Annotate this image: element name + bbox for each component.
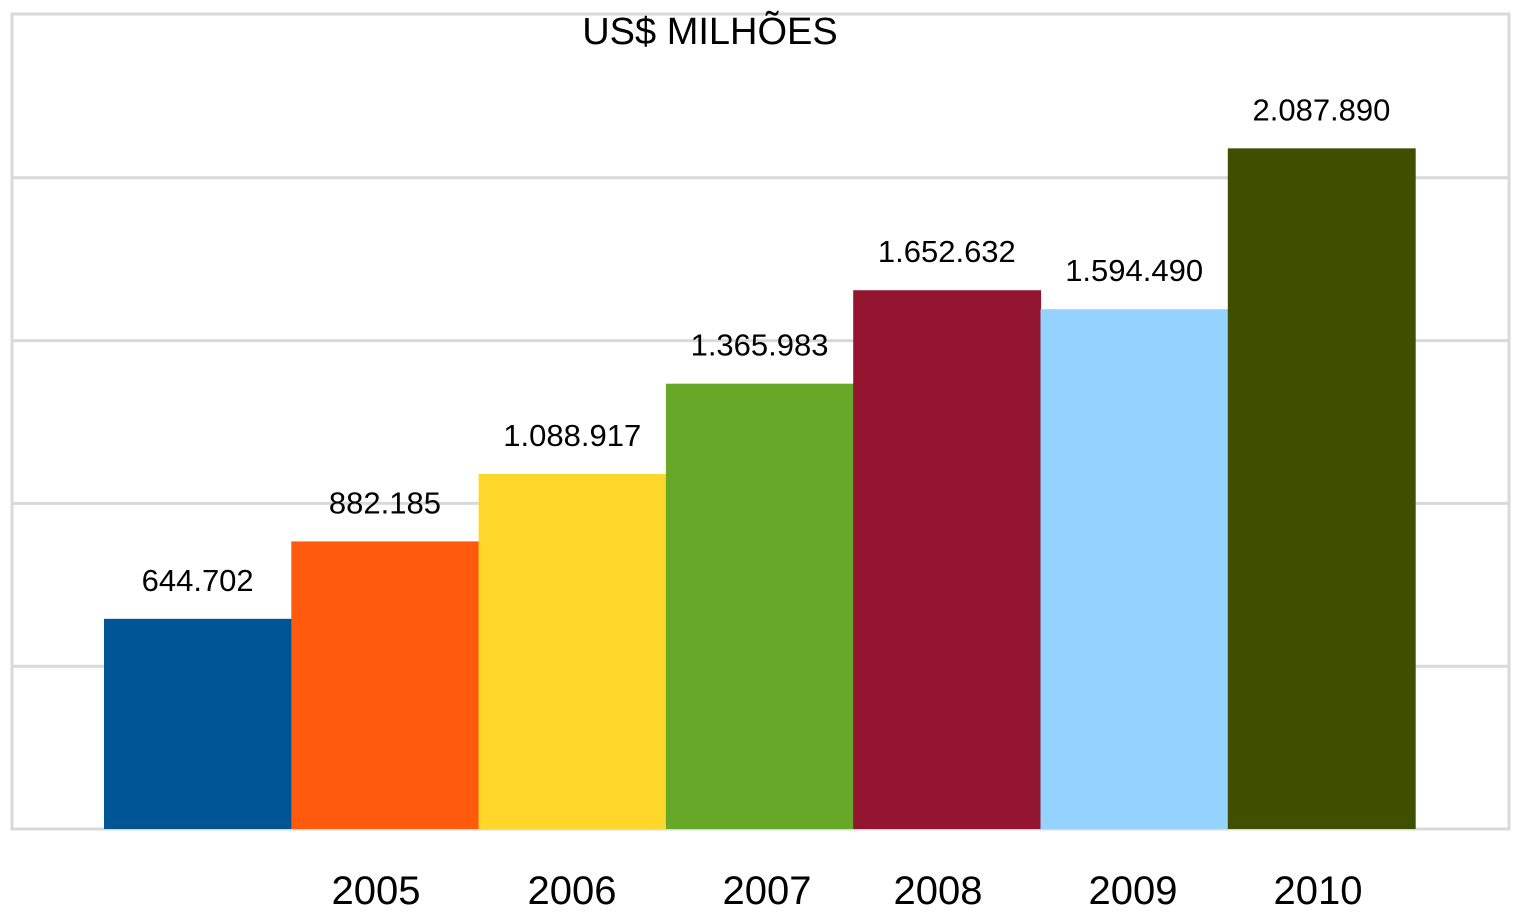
x-tick-label: 2010 [1274,869,1363,912]
bar-value-label: 1.594.490 [1065,253,1203,288]
bar [1040,309,1229,829]
bar-value-label: 1.652.632 [878,234,1016,269]
bar [853,290,1042,830]
bar-value-label: 1.365.983 [691,328,829,363]
bar [665,383,854,829]
bar-value-label: 2.087.890 [1252,92,1390,127]
year-labels-layer: 2005 2006 2007 2008 2009 2010 [332,869,1363,912]
bar-value-label: 644.702 [142,563,254,598]
x-tick-label: 2007 [723,869,812,912]
bar [291,541,480,829]
x-tick-label: 2009 [1089,869,1178,912]
x-tick-label: 2008 [894,869,983,912]
bar [104,618,292,829]
bar [1227,148,1416,830]
bar-value-label: 882.185 [329,485,441,520]
bars-layer [104,148,1416,830]
value-labels-layer: 644.702 882.185 1.088.917 1.365.983 1.652.63… [142,92,1391,597]
x-tick-label: 2005 [332,869,421,912]
x-tick-label: 2006 [528,869,617,912]
bar [478,474,667,829]
bar-value-label: 1.088.917 [503,418,641,453]
chart-title: US$ MILHÕES [582,9,838,53]
